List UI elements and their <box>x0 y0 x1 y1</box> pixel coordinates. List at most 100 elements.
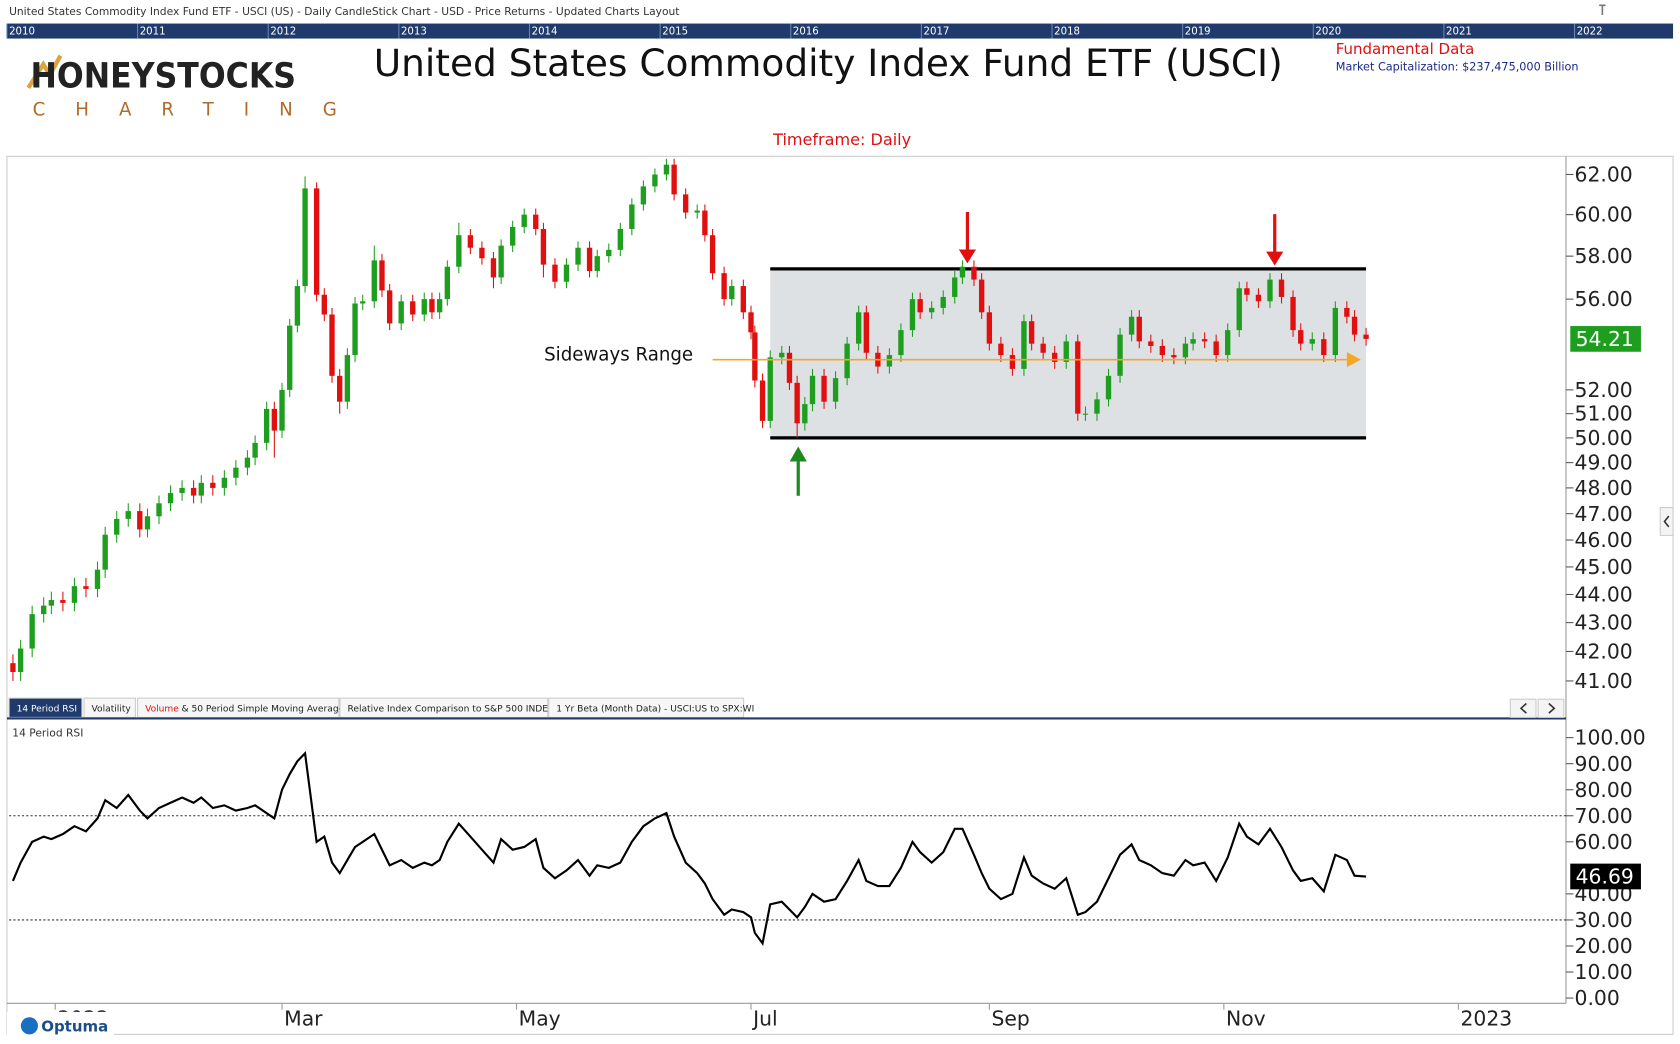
timeline-year: 2018 <box>1054 27 1080 38</box>
candle-body <box>144 516 151 530</box>
pin-icon[interactable] <box>1599 4 1606 15</box>
y-tick-label: 50.00 <box>1575 426 1633 450</box>
y-tick-label: 44.00 <box>1575 583 1633 607</box>
candle-body <box>467 235 474 248</box>
candle-body <box>444 266 450 300</box>
candle-body <box>959 266 966 278</box>
candle-body <box>1332 307 1339 356</box>
candle-body <box>575 247 581 265</box>
candle-body <box>786 352 793 383</box>
y-tick-label: 49.00 <box>1575 451 1633 475</box>
candle-body <box>1052 352 1058 362</box>
last-value-box <box>1570 863 1641 890</box>
tab-label-highlight: Volume <box>145 704 179 714</box>
candle-body <box>521 214 527 227</box>
side-toggle-icon <box>1663 515 1670 528</box>
candle-body <box>886 355 893 367</box>
candle-body <box>909 299 916 331</box>
plot: 2022MarMayJulSepNov202341.0042.0043.0044… <box>9 158 1646 1030</box>
y-tick-label: 51.00 <box>1575 402 1633 426</box>
candle-body <box>83 586 89 589</box>
candle-body <box>552 264 558 282</box>
candle-body <box>917 299 923 313</box>
timeline-year: 2011 <box>140 27 166 38</box>
candle-body <box>360 301 366 304</box>
candle-body <box>971 266 977 280</box>
tab-label: 14 Period RSI <box>17 704 77 714</box>
timeline-strip[interactable]: 2010 2011 2012 2013 2014 2015 2016 2017 2018 2019… <box>6 23 1674 39</box>
candle-body <box>198 482 204 496</box>
candle-body <box>125 511 131 519</box>
x-tick-label: Mar <box>284 1006 323 1030</box>
candle-body <box>102 534 108 570</box>
candle-body <box>1236 288 1242 331</box>
candle-body <box>855 312 862 344</box>
candle-body <box>617 228 623 250</box>
y-tick-label: 60.00 <box>1575 203 1633 227</box>
chart-subtitle: Timeframe: Daily <box>772 130 911 149</box>
logo-tagline: CHARTING <box>33 99 367 120</box>
candle-body <box>702 210 708 236</box>
candle-body <box>952 277 958 297</box>
candle-body <box>71 586 78 603</box>
x-tick-label: Sep <box>991 1006 1029 1030</box>
candle-body <box>1136 316 1142 342</box>
last-value-label: 54.21 <box>1576 327 1634 351</box>
timeline-year: 2021 <box>1446 27 1472 38</box>
indicator-tabs[interactable]: 14 Period RSI Volatility Volume & 50 Period… <box>8 697 754 718</box>
timeline-year: 2015 <box>662 27 688 38</box>
candle-body <box>663 164 670 175</box>
candle-body <box>279 389 285 431</box>
candle-body <box>421 299 427 315</box>
candle-body <box>802 404 808 424</box>
y-tick-label: 56.00 <box>1575 287 1633 311</box>
candle-body <box>1082 413 1089 415</box>
nav-next[interactable] <box>1537 698 1565 718</box>
candle-body <box>221 477 228 488</box>
candle-body <box>898 330 904 356</box>
y-tick-label: 58.00 <box>1575 244 1633 268</box>
candle-body <box>244 457 251 468</box>
candle-body <box>429 299 435 313</box>
candle-body <box>533 214 539 229</box>
candle-body <box>694 210 700 213</box>
candle-body <box>640 186 647 205</box>
x-tick-label: Nov <box>1226 1006 1266 1030</box>
candle-body <box>10 663 16 673</box>
chart-frame <box>6 155 1674 1035</box>
candle-body <box>1225 330 1231 356</box>
timeline-year: 2013 <box>401 27 427 38</box>
nav-prev-icon <box>1519 702 1527 714</box>
timeline-year: 2014 <box>532 27 558 38</box>
candle-body <box>671 164 677 195</box>
candle-body <box>748 312 754 333</box>
candle-body <box>371 260 377 302</box>
candle-body <box>1213 341 1219 356</box>
candle-body <box>271 408 278 431</box>
side-panel-toggle[interactable] <box>1659 507 1674 536</box>
candle-body <box>1063 341 1069 362</box>
candle-body <box>1201 339 1208 342</box>
y-tick-label: 62.00 <box>1575 163 1633 187</box>
candle-body <box>721 273 727 300</box>
candle-body <box>629 204 635 229</box>
rsi-title: 14 Period RSI <box>12 726 83 739</box>
window-bar <box>0 0 1680 22</box>
candle-body <box>456 235 462 267</box>
candle-body <box>379 260 385 291</box>
nav-prev[interactable] <box>1509 698 1537 718</box>
candle-body <box>94 569 101 589</box>
range-label: Sideways Range <box>544 344 693 365</box>
y-tick-label: 45.00 <box>1575 555 1633 579</box>
tab-label: & 50 Period Simple Moving Average <box>181 704 344 714</box>
candle-body <box>929 307 935 313</box>
candle-body <box>60 600 66 603</box>
candle-body <box>321 294 327 315</box>
window-title: United States Commodity Index Fund ETF -… <box>9 5 679 18</box>
timeline-bg <box>6 23 1674 39</box>
timeline-year: 2016 <box>793 27 819 38</box>
candle-body <box>863 312 870 353</box>
candle-body <box>998 343 1004 356</box>
last-value-box <box>1570 326 1641 352</box>
